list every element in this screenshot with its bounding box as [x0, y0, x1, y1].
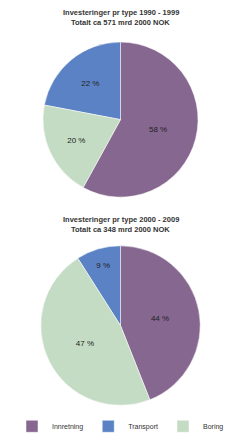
- svg-text:20 %: 20 %: [67, 136, 85, 145]
- svg-text:Transport: Transport: [128, 423, 158, 431]
- svg-text:Totalt ca 348 mrd 2000 NOK: Totalt ca 348 mrd 2000 NOK: [71, 225, 170, 234]
- svg-text:22 %: 22 %: [81, 79, 99, 88]
- svg-text:47 %: 47 %: [76, 339, 94, 348]
- svg-text:Totalt ca 571 mrd 2000 NOK: Totalt ca 571 mrd 2000 NOK: [71, 18, 170, 27]
- svg-text:Innretning: Innretning: [52, 423, 83, 431]
- svg-text:9 %: 9 %: [96, 261, 110, 270]
- svg-text:44 %: 44 %: [151, 314, 169, 323]
- svg-text:Investeringer pr type 1990 - 1: Investeringer pr type 1990 - 1999: [63, 8, 179, 17]
- svg-text:Boring: Boring: [203, 423, 223, 431]
- svg-text:Investeringer pr type 2000 - 2: Investeringer pr type 2000 - 2009: [63, 215, 179, 224]
- svg-text:58 %: 58 %: [149, 125, 167, 134]
